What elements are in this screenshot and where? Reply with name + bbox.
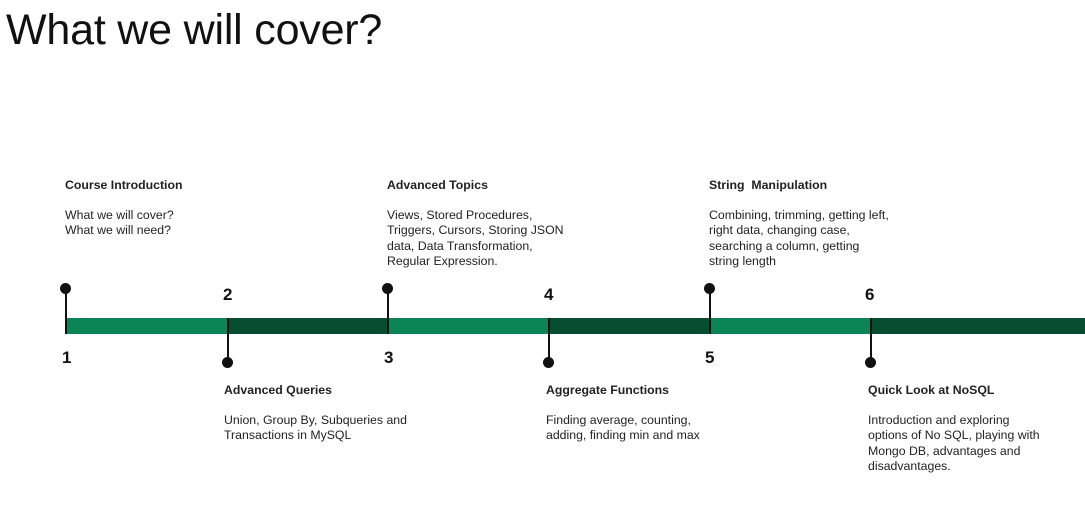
step-4-description-line: adding, finding min and max <box>546 428 700 443</box>
step-3-description-line: Views, Stored Procedures, <box>387 208 533 222</box>
step-1-marker-line <box>65 291 67 334</box>
step-5-description: Combining, trimming, getting left, right… <box>709 208 889 269</box>
step-2-description-line: Transactions in MySQL <box>224 428 352 443</box>
timeline-segment-1 <box>65 318 227 334</box>
step-5-marker-dot <box>704 283 715 294</box>
timeline-segment-3 <box>388 318 549 334</box>
step-5-description-line: searching a column, getting <box>709 238 860 253</box>
step-3-description-line: Triggers, Cursors, Storing JSON <box>387 223 564 238</box>
step-6-marker-line <box>870 318 872 361</box>
step-6-marker-dot <box>865 357 876 368</box>
step-2-block: Advanced Queries Union, Group By, Subque… <box>224 383 407 444</box>
step-3-number: 3 <box>384 348 394 367</box>
step-3-block: Advanced Topics Views, Stored Procedures… <box>387 178 564 269</box>
step-1-number: 1 <box>62 348 72 367</box>
step-2-marker-dot <box>222 357 233 368</box>
step-4-marker-line <box>548 318 550 361</box>
step-3-description-line: Regular Expression. <box>387 253 498 268</box>
step-4-number: 4 <box>544 285 554 304</box>
step-6-block: Quick Look at NoSQL Introduction and exp… <box>868 383 1040 474</box>
step-4-block: Aggregate Functions Finding average, cou… <box>546 383 700 444</box>
step-2-marker-line <box>227 318 229 361</box>
step-3-title: Advanced Topics <box>387 178 488 192</box>
step-6-description: Introduction and exploring options of No… <box>868 413 1040 474</box>
step-6-number: 6 <box>865 285 875 304</box>
step-3-description: Views, Stored Procedures, Triggers, Curs… <box>387 208 564 269</box>
step-5-block: String Manipulation Combining, trimming,… <box>709 178 889 269</box>
page-title: What we will cover? <box>6 6 383 54</box>
step-4-title: Aggregate Functions <box>546 383 669 397</box>
step-1-title: Course Introduction <box>65 178 183 192</box>
step-2-description: Union, Group By, Subqueries and Transact… <box>224 413 407 444</box>
timeline-segment-4 <box>549 318 710 334</box>
step-1-description-line: What we will need? <box>65 223 171 238</box>
step-5-number: 5 <box>705 348 715 367</box>
step-1-block: Course Introduction What we will cover? … <box>65 178 183 239</box>
step-1-description: What we will cover? What we will need? <box>65 208 183 239</box>
step-3-marker-dot <box>382 283 393 294</box>
step-4-marker-dot <box>543 357 554 368</box>
step-4-description-line: Finding average, counting, <box>546 413 691 427</box>
timeline-segment-2 <box>227 318 388 334</box>
step-5-marker-line <box>709 291 711 334</box>
step-5-description-line: string length <box>709 253 776 268</box>
step-6-description-line: options of No SQL, playing with <box>868 428 1040 443</box>
step-5-description-line: right data, changing case, <box>709 223 850 238</box>
step-6-description-line: disadvantages. <box>868 458 951 473</box>
step-3-description-line: data, Data Transformation, <box>387 238 533 253</box>
step-5-title: String Manipulation <box>709 178 828 192</box>
step-4-description: Finding average, counting, adding, findi… <box>546 413 700 444</box>
timeline-segment-6 <box>871 318 1085 334</box>
timeline-segment-5 <box>710 318 871 334</box>
step-2-title: Advanced Queries <box>224 383 332 397</box>
step-3-marker-line <box>387 291 389 334</box>
step-6-title: Quick Look at NoSQL <box>868 383 995 397</box>
step-2-description-line: Union, Group By, Subqueries and <box>224 413 407 427</box>
step-1-description-line: What we will cover? <box>65 208 174 222</box>
step-2-number: 2 <box>223 285 233 304</box>
step-6-description-line: Introduction and exploring <box>868 413 1010 427</box>
step-5-description-line: Combining, trimming, getting left, <box>709 208 889 222</box>
step-6-description-line: Mongo DB, advantages and <box>868 443 1021 458</box>
step-1-marker-dot <box>60 283 71 294</box>
